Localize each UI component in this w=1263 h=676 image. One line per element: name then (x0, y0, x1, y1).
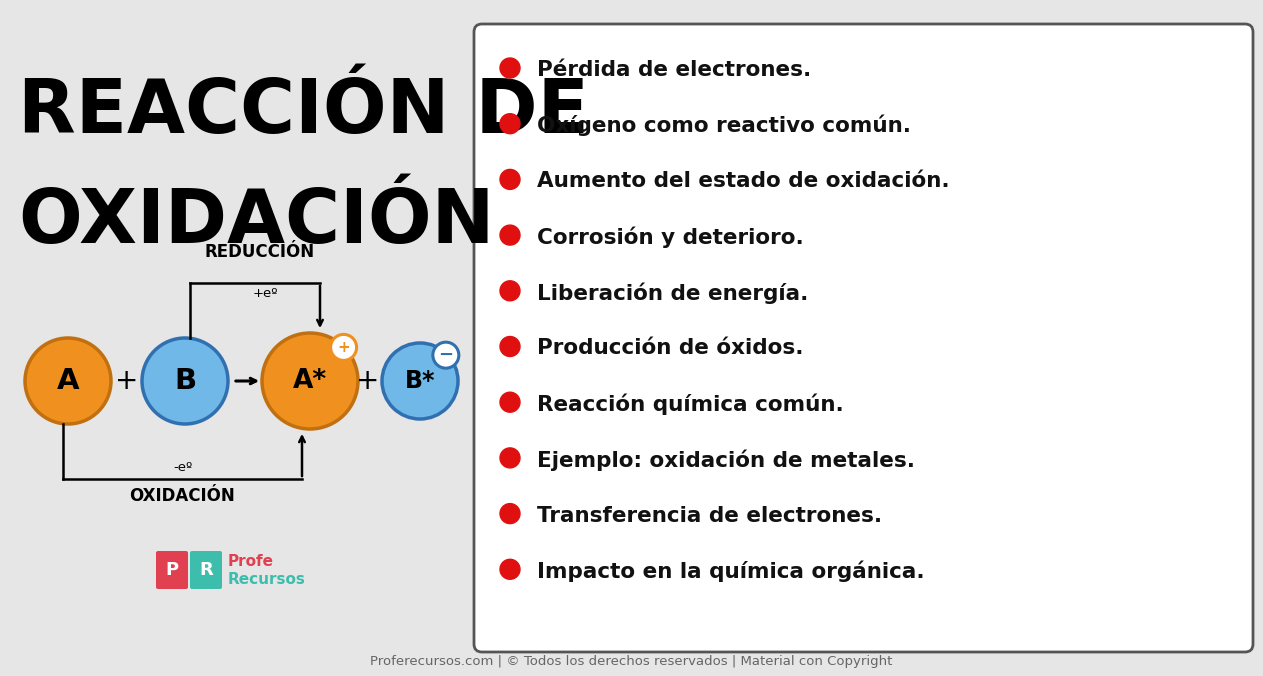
Text: Transferencia de electrones.: Transferencia de electrones. (537, 506, 882, 526)
Circle shape (141, 338, 229, 424)
FancyBboxPatch shape (157, 551, 188, 589)
Circle shape (381, 343, 458, 419)
Text: Reacción química común.: Reacción química común. (537, 393, 844, 415)
Circle shape (500, 392, 520, 412)
Text: +: + (115, 367, 138, 395)
Text: A: A (57, 367, 80, 395)
Circle shape (500, 114, 520, 134)
Circle shape (500, 559, 520, 579)
Text: Oxígeno como reactivo común.: Oxígeno como reactivo común. (537, 115, 911, 137)
Circle shape (500, 337, 520, 356)
Circle shape (500, 58, 520, 78)
Text: Pérdida de electrones.: Pérdida de electrones. (537, 60, 811, 80)
Text: REDUCCIÓN: REDUCCIÓN (205, 243, 314, 261)
Text: Corrosión y deterioro.: Corrosión y deterioro. (537, 226, 803, 248)
Text: +: + (356, 367, 380, 395)
FancyBboxPatch shape (189, 551, 222, 589)
Circle shape (500, 225, 520, 245)
Text: Proferecursos.com | © Todos los derechos reservados | Material con Copyright: Proferecursos.com | © Todos los derechos… (370, 656, 892, 669)
Text: OXIDACIÓN: OXIDACIÓN (130, 487, 235, 505)
Text: A*: A* (293, 368, 327, 394)
Text: Liberación de energía.: Liberación de energía. (537, 282, 808, 304)
Text: Producción de óxidos.: Producción de óxidos. (537, 339, 803, 358)
Text: −: − (438, 346, 453, 364)
Circle shape (25, 338, 111, 424)
Text: Aumento del estado de oxidación.: Aumento del estado de oxidación. (537, 172, 950, 191)
Text: B*: B* (404, 369, 436, 393)
Text: +: + (337, 340, 350, 355)
FancyBboxPatch shape (474, 24, 1253, 652)
Text: R: R (200, 561, 213, 579)
Circle shape (500, 504, 520, 524)
Circle shape (261, 333, 357, 429)
Text: Profe: Profe (229, 554, 274, 569)
Text: OXIDACIÓN: OXIDACIÓN (18, 186, 494, 259)
Text: +eº: +eº (253, 287, 278, 300)
Text: -eº: -eº (173, 461, 192, 474)
Circle shape (500, 281, 520, 301)
Circle shape (500, 448, 520, 468)
Circle shape (433, 342, 458, 368)
Text: Impacto en la química orgánica.: Impacto en la química orgánica. (537, 560, 925, 582)
Text: Recursos: Recursos (229, 573, 306, 587)
Text: Ejemplo: oxidación de metales.: Ejemplo: oxidación de metales. (537, 449, 914, 470)
Text: B: B (174, 367, 196, 395)
Circle shape (331, 335, 356, 360)
Text: REACCIÓN DE: REACCIÓN DE (18, 76, 589, 149)
Text: P: P (165, 561, 178, 579)
Circle shape (500, 170, 520, 189)
